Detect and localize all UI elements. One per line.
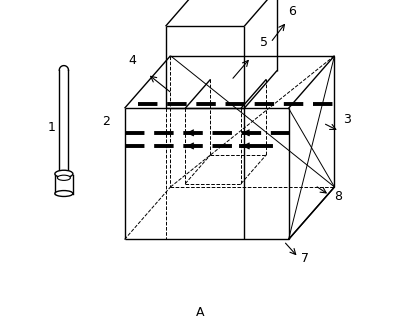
Text: 6: 6 bbox=[288, 5, 296, 18]
Ellipse shape bbox=[55, 170, 73, 177]
Text: 7: 7 bbox=[301, 253, 309, 265]
Text: 8: 8 bbox=[334, 190, 342, 203]
Text: 3: 3 bbox=[343, 113, 350, 126]
Ellipse shape bbox=[55, 191, 73, 196]
Text: 2: 2 bbox=[102, 115, 110, 128]
Text: 1: 1 bbox=[48, 121, 56, 134]
Ellipse shape bbox=[57, 175, 70, 180]
Text: 4: 4 bbox=[129, 54, 137, 67]
Text: 5: 5 bbox=[260, 36, 268, 49]
Text: A: A bbox=[196, 306, 204, 318]
